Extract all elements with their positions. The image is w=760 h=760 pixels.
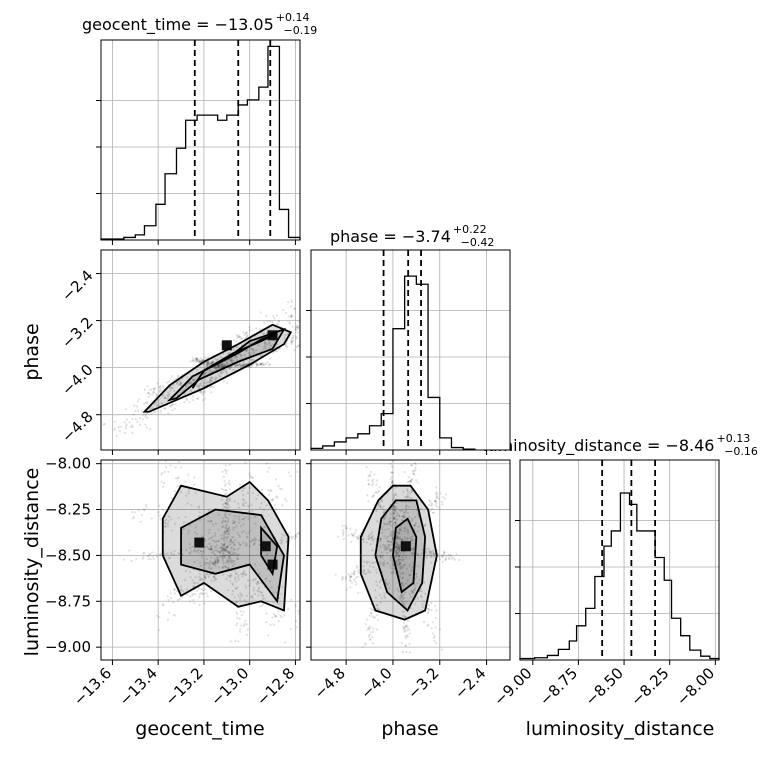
y-tick-label: −8.50 [45, 546, 91, 564]
panel-frame [310, 249, 511, 451]
y-tick-label: −8.00 [45, 455, 91, 473]
hist-panel-phase [306, 249, 511, 455]
contour-level-2 [166, 327, 287, 402]
x-tick-label: −2.4 [451, 664, 489, 702]
y-tick-label: −4.0 [58, 361, 96, 399]
panel-frame [100, 459, 301, 661]
density-peak [400, 541, 411, 552]
hist-panel-luminosity_distance [515, 459, 720, 665]
y-tick-label: −3.2 [58, 314, 96, 352]
panel-background [520, 460, 719, 660]
x-tick-label: −13.4 [116, 664, 161, 709]
contour-level-1 [392, 517, 418, 594]
y-tick-label: −2.4 [58, 266, 96, 304]
x-tick-label: −12.8 [253, 664, 298, 709]
y-tick-label: −9.00 [45, 638, 91, 656]
y-tick-label: −4.8 [58, 408, 96, 446]
panel-background [101, 250, 300, 450]
panel-frame [100, 39, 301, 241]
x-tick-label: −8.00 [673, 664, 718, 709]
density-peak [221, 340, 232, 351]
panel-background [101, 460, 300, 660]
panel-frame [310, 459, 511, 661]
x-tick-label: −8.75 [536, 664, 581, 709]
x-tick-label: −4.8 [310, 664, 348, 702]
scatter-panel-geocent_time-luminosity_distance [96, 459, 301, 665]
panel-frame [519, 459, 720, 661]
x-tick-label: −13.0 [207, 664, 252, 709]
y-tick-label: −8.75 [45, 592, 91, 610]
ylabel-luminosity-distance: luminosity_distance [21, 468, 43, 657]
x-tick-label: −3.2 [404, 664, 442, 702]
title-luminosity-distance: luminosity_distance = −8.46 +0.13 −0.16 [483, 432, 758, 458]
histogram-geocent_time [100, 45, 301, 240]
panel-content [101, 250, 300, 450]
x-tick-label: −8.50 [582, 664, 627, 709]
histogram-luminosity_distance [519, 492, 720, 660]
xlabel-phase: phase [381, 718, 438, 740]
contour-level-1 [260, 525, 279, 577]
histogram-phase [310, 275, 476, 450]
x-tick-label: −13.2 [162, 664, 207, 709]
panel-background [101, 40, 300, 240]
panel-background [311, 460, 510, 660]
density-peak [267, 559, 278, 570]
title-geocent-time: geocent_time = −13.05 +0.14 −0.19 [82, 11, 317, 37]
panel-content [311, 460, 510, 660]
contour-level-3 [161, 480, 290, 612]
scatter-panel-phase-luminosity_distance [306, 459, 511, 665]
contour-level-3 [359, 484, 438, 621]
panel-content [101, 460, 300, 660]
xlabel-geocent-time: geocent_time [135, 718, 264, 740]
x-tick-label: −9.00 [490, 664, 535, 709]
x-tick-label: −13.6 [70, 664, 115, 709]
hist-panel-geocent_time [96, 39, 301, 245]
x-tick-label: −8.25 [627, 664, 672, 709]
title-phase: phase = −3.74 +0.22 −0.42 [330, 223, 494, 249]
y-tick-label: −8.25 [45, 501, 91, 519]
contour-level-2 [374, 499, 427, 612]
density-peak [260, 541, 271, 552]
scatter-panel-geocent_time-phase [96, 249, 301, 455]
panel-frame [100, 249, 301, 451]
panel-background [311, 250, 510, 450]
density-peak [194, 537, 205, 548]
x-tick-label: −4.0 [357, 664, 395, 702]
ylabel-phase: phase [21, 323, 43, 380]
contour-level-3 [142, 323, 293, 413]
contour-level-2 [180, 508, 285, 604]
xlabel-luminosity-distance: luminosity_distance [526, 718, 715, 740]
